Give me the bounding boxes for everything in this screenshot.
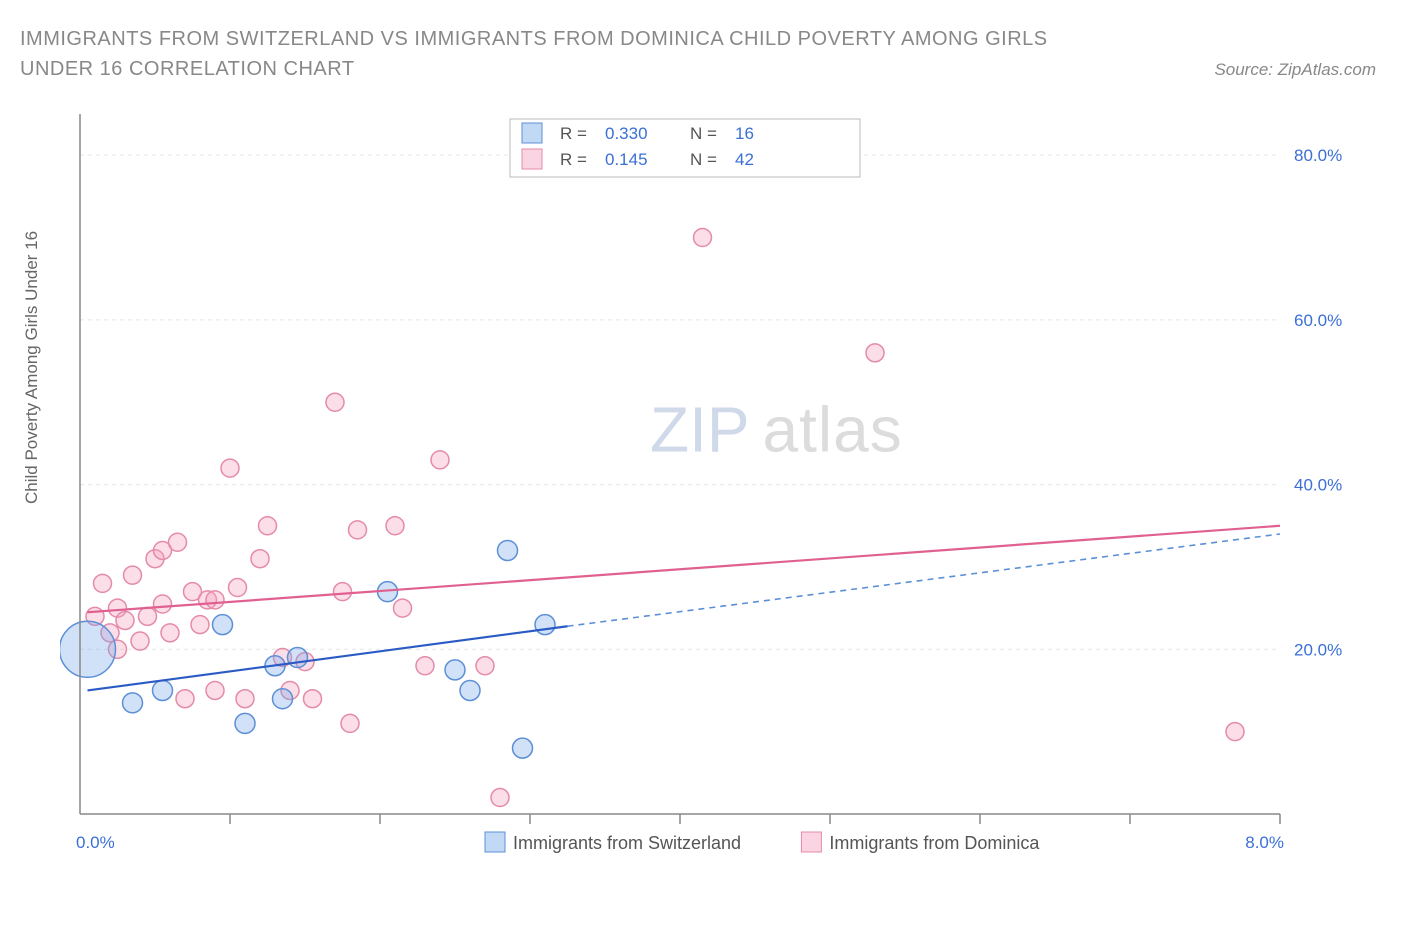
bottom-legend-label: Immigrants from Dominica [829, 833, 1040, 853]
svg-text:atlas: atlas [763, 394, 903, 466]
data-point-blue [153, 680, 173, 700]
data-point-pink [124, 566, 142, 584]
data-point-pink [349, 521, 367, 539]
data-point-blue [60, 621, 116, 677]
svg-text:ZIP: ZIP [650, 394, 750, 466]
legend-swatch [522, 123, 542, 143]
data-point-pink [206, 681, 224, 699]
data-point-pink [304, 690, 322, 708]
regression-line-blue-extrapolated [568, 534, 1281, 626]
data-point-blue [235, 713, 255, 733]
legend-n-label: N = [690, 150, 717, 169]
x-tick-label: 0.0% [76, 833, 115, 852]
data-point-blue [213, 615, 233, 635]
data-point-pink [866, 344, 884, 362]
data-point-pink [116, 611, 134, 629]
data-point-pink [491, 789, 509, 807]
bottom-legend-label: Immigrants from Switzerland [513, 833, 741, 853]
data-point-pink [131, 632, 149, 650]
data-point-pink [139, 607, 157, 625]
data-point-blue [445, 660, 465, 680]
data-point-pink [341, 714, 359, 732]
data-point-pink [386, 517, 404, 535]
data-point-pink [154, 595, 172, 613]
data-point-pink [221, 459, 239, 477]
bottom-legend-swatch [485, 832, 505, 852]
data-point-pink [416, 657, 434, 675]
data-point-pink [206, 591, 224, 609]
legend-swatch [522, 149, 542, 169]
data-point-pink [694, 229, 712, 247]
y-tick-label: 20.0% [1294, 640, 1342, 659]
data-point-pink [169, 533, 187, 551]
data-point-pink [94, 574, 112, 592]
data-point-pink [1226, 723, 1244, 741]
data-point-blue [123, 693, 143, 713]
data-point-pink [326, 393, 344, 411]
x-tick-label: 8.0% [1245, 833, 1284, 852]
data-point-pink [251, 550, 269, 568]
legend-r-value: 0.330 [605, 124, 648, 143]
data-point-blue [498, 540, 518, 560]
legend-n-value: 42 [735, 150, 754, 169]
data-point-blue [535, 615, 555, 635]
data-point-pink [161, 624, 179, 642]
data-point-pink [236, 690, 254, 708]
data-point-pink [476, 657, 494, 675]
legend-n-value: 16 [735, 124, 754, 143]
watermark: ZIPatlas [650, 394, 903, 466]
data-point-pink [259, 517, 277, 535]
y-tick-label: 60.0% [1294, 311, 1342, 330]
data-point-blue [273, 689, 293, 709]
y-tick-label: 40.0% [1294, 476, 1342, 495]
y-axis-label: Child Poverty Among Girls Under 16 [22, 231, 42, 504]
data-point-pink [334, 583, 352, 601]
bottom-legend-swatch [801, 832, 821, 852]
legend-r-value: 0.145 [605, 150, 648, 169]
regression-line-pink [88, 526, 1281, 612]
scatter-chart: ZIPatlas 0.0% 8.0% 20.0% 40.0% 60.0% 80.0% R = 0… [60, 104, 1360, 864]
data-point-blue [460, 680, 480, 700]
chart-source: Source: ZipAtlas.com [1214, 60, 1376, 84]
data-point-pink [229, 579, 247, 597]
legend-r-label: R = [560, 124, 587, 143]
data-point-pink [176, 690, 194, 708]
chart-title: IMMIGRANTS FROM SWITZERLAND VS IMMIGRANT… [20, 24, 1120, 84]
legend-n-label: N = [690, 124, 717, 143]
regression-line-blue [88, 626, 568, 690]
data-point-pink [191, 616, 209, 634]
data-point-pink [394, 599, 412, 617]
y-tick-label: 80.0% [1294, 146, 1342, 165]
data-point-blue [513, 738, 533, 758]
legend-r-label: R = [560, 150, 587, 169]
data-point-blue [288, 648, 308, 668]
data-point-pink [431, 451, 449, 469]
